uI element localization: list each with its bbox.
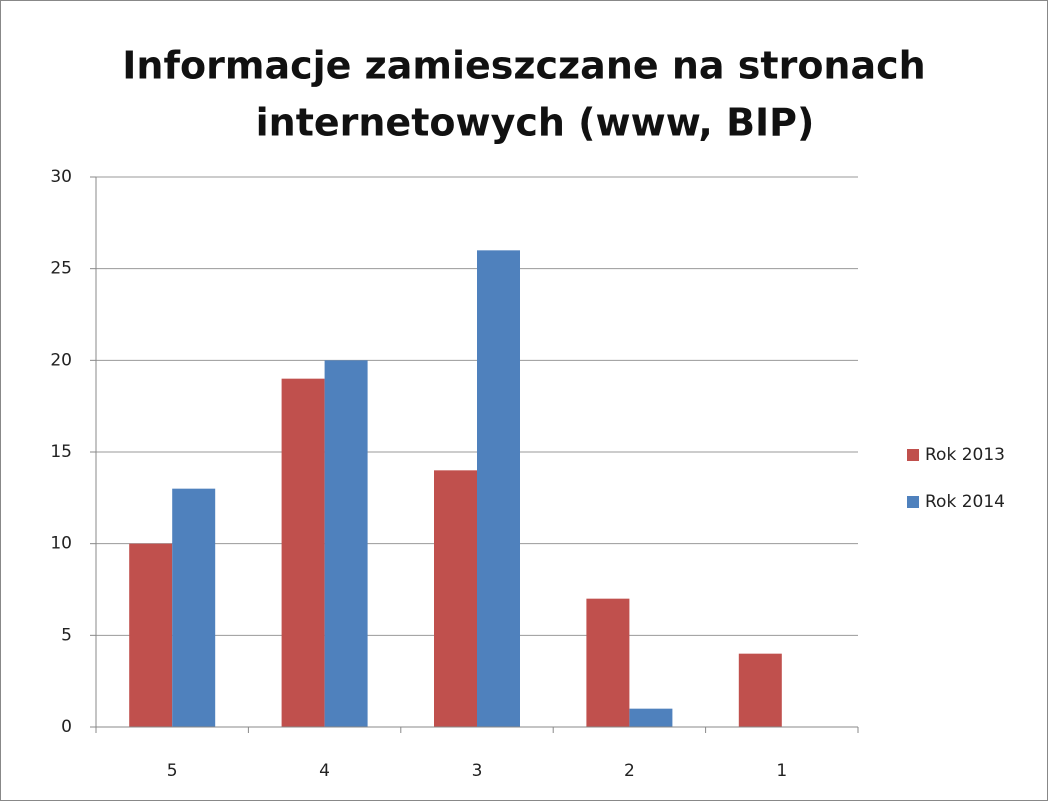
y-tick-label: 15 [50,442,72,462]
y-tick-label: 5 [61,625,72,645]
legend-label: Rok 2013 [925,445,1005,465]
bar [629,708,673,727]
chart-title: Informacje zamieszczane na stronach [122,44,925,88]
y-tick-label: 10 [50,534,72,554]
bar [586,598,630,727]
bar [281,378,325,727]
y-tick-label: 20 [50,350,72,370]
x-tick-label: 4 [319,761,330,781]
x-tick-label: 5 [167,761,178,781]
y-tick-label: 0 [61,717,72,737]
bar [738,653,782,727]
x-tick-label: 3 [472,761,483,781]
x-tick-label: 2 [624,761,635,781]
bar [172,488,216,727]
x-tick-label: 1 [776,761,787,781]
legend-swatch [907,496,919,508]
bar [477,250,520,728]
legend-swatch [907,449,919,461]
bar [129,543,173,727]
bar [434,470,477,727]
y-tick-label: 25 [50,259,72,279]
y-tick-label: 30 [50,167,72,187]
bar [324,360,368,727]
legend-label: Rok 2014 [925,492,1005,512]
chart-title: internetowych (www, BIP) [256,101,815,145]
